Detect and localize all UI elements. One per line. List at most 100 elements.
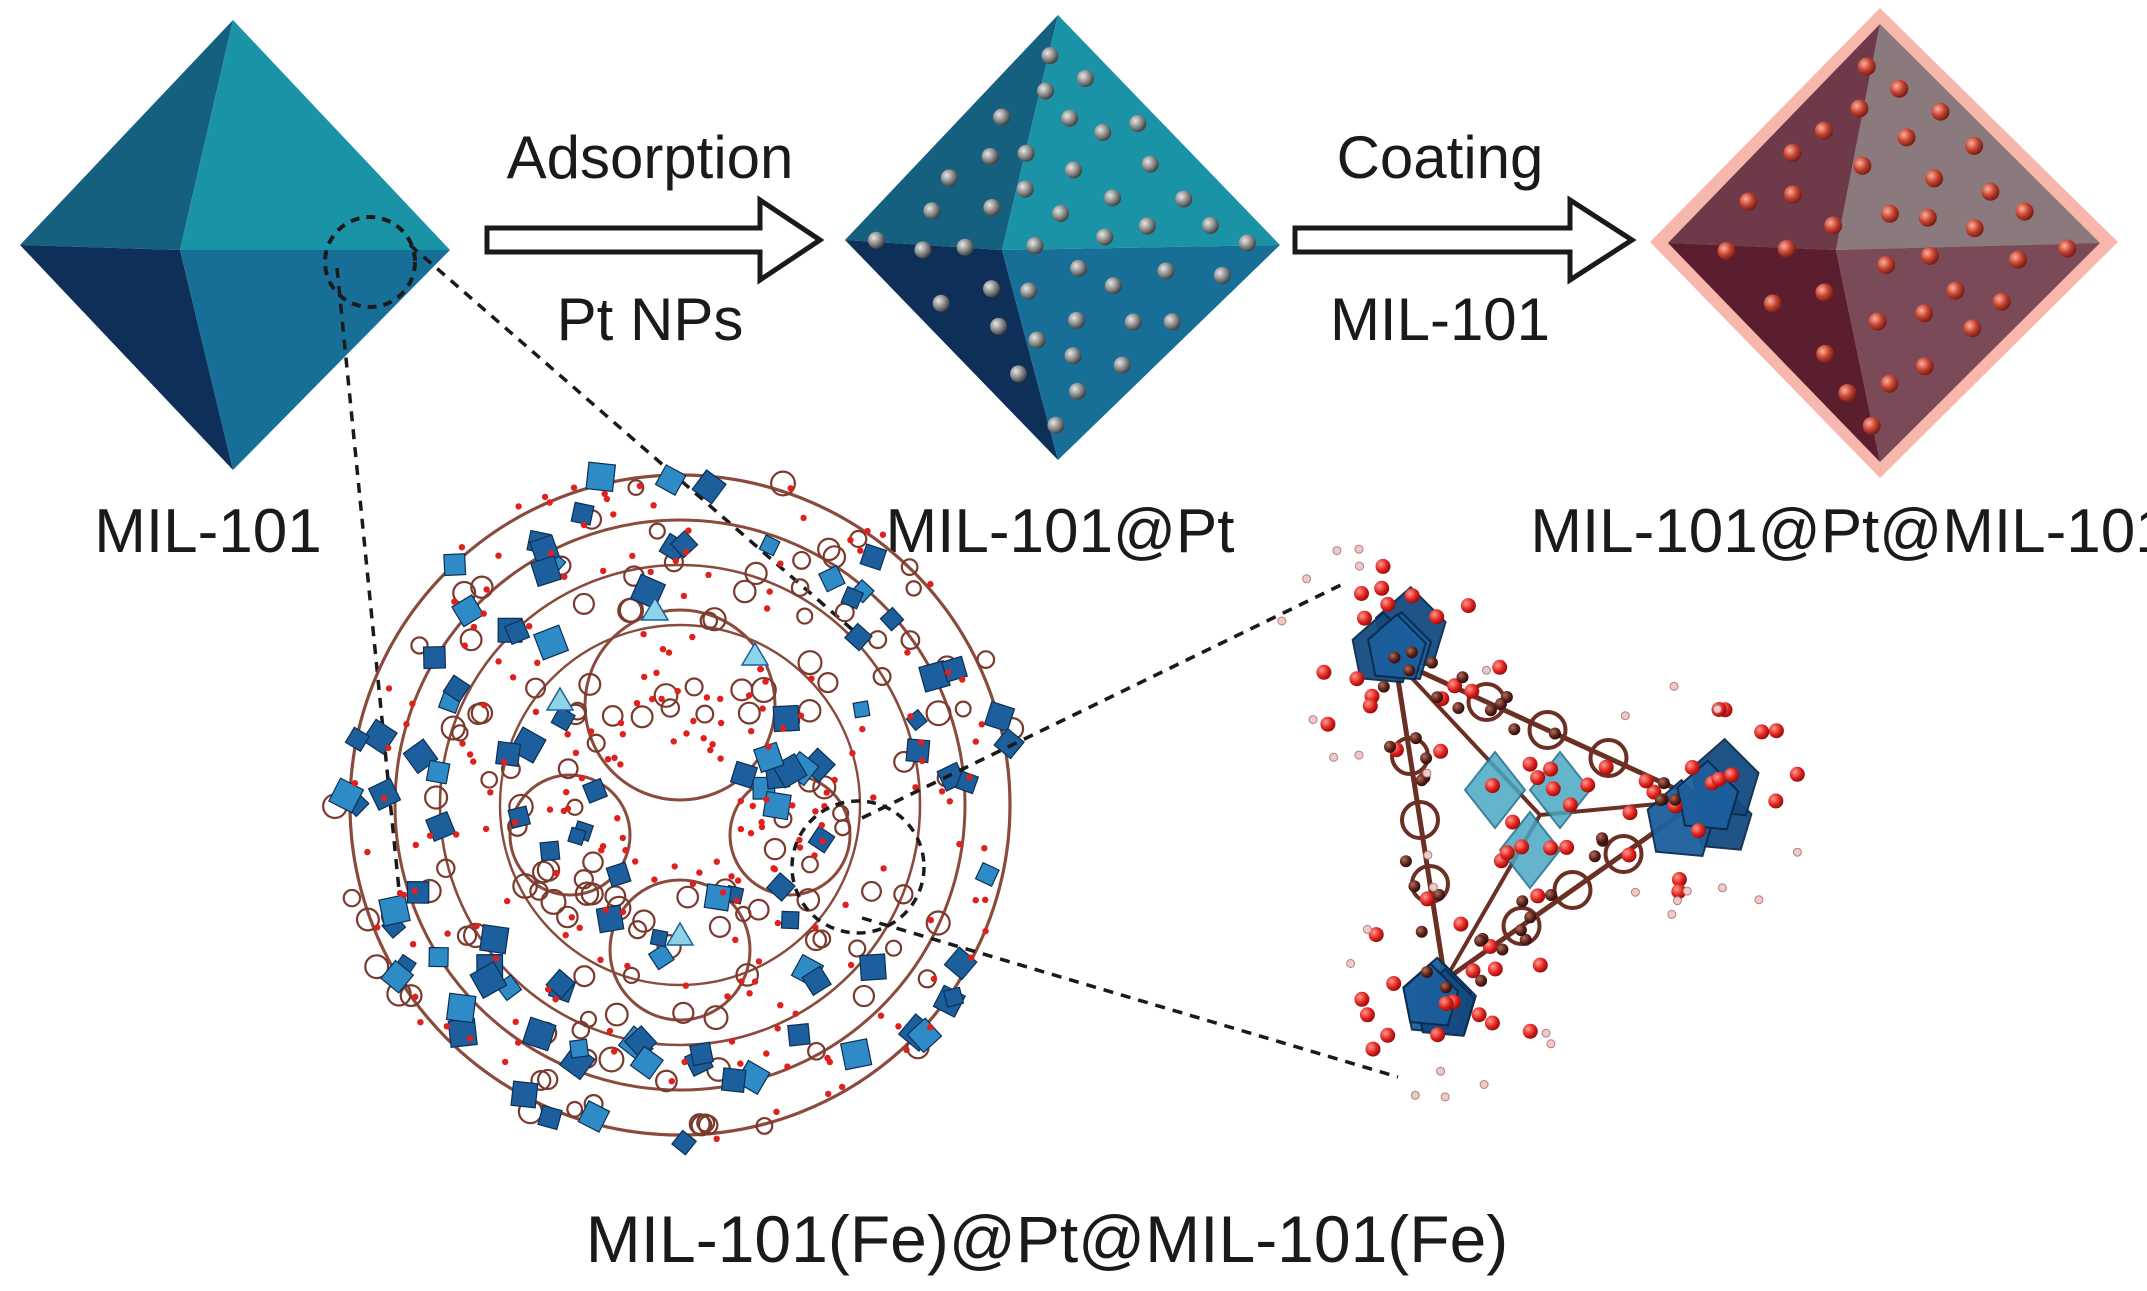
hydrogen-atom bbox=[1630, 887, 1640, 897]
oxygen-atom bbox=[622, 847, 629, 854]
framework-triangle bbox=[640, 596, 670, 621]
oxygen-atom bbox=[696, 869, 703, 876]
framework-triangle bbox=[740, 641, 770, 666]
benzene-ring bbox=[1552, 870, 1593, 910]
oxygen-atom bbox=[1484, 1015, 1500, 1031]
oxygen-atom bbox=[1464, 683, 1480, 699]
framework-polyhedron bbox=[545, 968, 576, 1000]
oxygen-atom bbox=[930, 975, 938, 983]
framework-polyhedron bbox=[503, 618, 531, 646]
oxygen-atom bbox=[453, 831, 460, 838]
carbon-atom bbox=[1431, 691, 1444, 704]
oxygen-atom bbox=[374, 924, 381, 931]
oxygen-atom bbox=[385, 744, 392, 752]
oxygen-atom bbox=[668, 1078, 675, 1085]
oxygen-atom bbox=[572, 749, 580, 756]
carbon-atom bbox=[1519, 933, 1532, 946]
linker bbox=[737, 701, 761, 725]
linker bbox=[848, 939, 867, 958]
framework-polyhedron bbox=[469, 960, 508, 1000]
linker bbox=[884, 939, 903, 957]
oxygen-atom bbox=[562, 931, 569, 939]
linker bbox=[586, 733, 606, 753]
framework-polyhedron bbox=[859, 953, 887, 982]
oxygen-atom bbox=[492, 955, 500, 962]
oxygen-atom bbox=[1580, 777, 1596, 793]
oxygen-atom bbox=[1465, 963, 1481, 979]
oxygen-atom bbox=[653, 669, 660, 676]
oxygen-atom bbox=[1316, 664, 1332, 680]
framework-polyhedron bbox=[442, 674, 471, 703]
oxygen-atom bbox=[1514, 839, 1530, 855]
oxygen-atom bbox=[824, 1054, 831, 1062]
linker bbox=[834, 819, 852, 837]
oxygen-atom bbox=[576, 924, 583, 931]
framework-polyhedron bbox=[752, 741, 785, 774]
coated-particle bbox=[1946, 281, 1965, 300]
pt-particle bbox=[1028, 331, 1046, 349]
pt-particle bbox=[1041, 47, 1059, 65]
linker bbox=[703, 1005, 729, 1031]
oxygen-atom bbox=[787, 485, 794, 492]
oxygen-atom bbox=[765, 743, 772, 750]
linker bbox=[744, 561, 768, 586]
oxygen-atom bbox=[818, 822, 825, 829]
coated-particle bbox=[1853, 156, 1872, 175]
oxygen-atom bbox=[659, 646, 667, 653]
linker bbox=[747, 898, 770, 921]
linker bbox=[566, 1100, 584, 1118]
oxygen-atom bbox=[792, 1010, 799, 1017]
carbon-atom bbox=[1433, 888, 1445, 901]
oxygen-atom bbox=[1354, 991, 1370, 1007]
pt-particle bbox=[1104, 277, 1122, 295]
oxygen-atom bbox=[705, 571, 712, 579]
coated-particle bbox=[1920, 246, 1939, 265]
oxygen-atom bbox=[604, 756, 612, 763]
coated-particle bbox=[1965, 219, 1984, 238]
oxygen-atom bbox=[918, 757, 926, 765]
oxygen-atom bbox=[777, 560, 784, 567]
pt-particle bbox=[1064, 347, 1082, 365]
coated-particle bbox=[1783, 143, 1802, 162]
oxygen-atom bbox=[819, 838, 826, 845]
framework-polyhedron bbox=[479, 924, 510, 955]
coated-particle bbox=[1925, 169, 1944, 188]
hydrogen-atom bbox=[1682, 886, 1692, 896]
oxygen-atom bbox=[466, 751, 474, 758]
oxygen-atom bbox=[381, 795, 388, 802]
oxygen-atom bbox=[351, 780, 359, 787]
linker bbox=[807, 1041, 826, 1061]
oxygen-atom bbox=[1532, 957, 1548, 973]
linker bbox=[573, 965, 596, 988]
oxygen-atom bbox=[629, 552, 636, 560]
linker bbox=[735, 963, 760, 987]
linker bbox=[905, 580, 922, 597]
oxygen-atom bbox=[443, 1023, 450, 1030]
linker bbox=[696, 1113, 716, 1133]
oxygen-atom bbox=[707, 746, 714, 754]
oxygen-atom bbox=[690, 717, 697, 725]
carbon-atom bbox=[1596, 832, 1608, 845]
oxygen-atom bbox=[603, 495, 611, 503]
oxygen-atom bbox=[981, 845, 988, 852]
linker bbox=[601, 705, 624, 727]
oxygen-atom bbox=[903, 1046, 910, 1054]
pt-particle bbox=[1096, 228, 1114, 246]
linker bbox=[852, 984, 876, 1008]
framework-polyhedron bbox=[532, 624, 570, 661]
carbon-atom bbox=[1484, 704, 1497, 717]
oxygen-atom bbox=[757, 665, 764, 673]
arrow-2-top-label: Coating bbox=[1337, 124, 1544, 191]
linker bbox=[632, 909, 656, 933]
oxygen-atom bbox=[632, 858, 639, 865]
oxygen-atom bbox=[451, 598, 458, 605]
oxygen-atom bbox=[670, 738, 677, 745]
oxygen-atom bbox=[728, 873, 735, 880]
pt-particle bbox=[1104, 189, 1121, 207]
linker-ring bbox=[438, 563, 922, 1047]
carbon-atom bbox=[1475, 974, 1488, 987]
linker bbox=[470, 575, 494, 599]
linker bbox=[868, 630, 888, 650]
oxygen-atom bbox=[619, 834, 626, 842]
coated-pt-nanoparticles bbox=[1717, 57, 2077, 435]
